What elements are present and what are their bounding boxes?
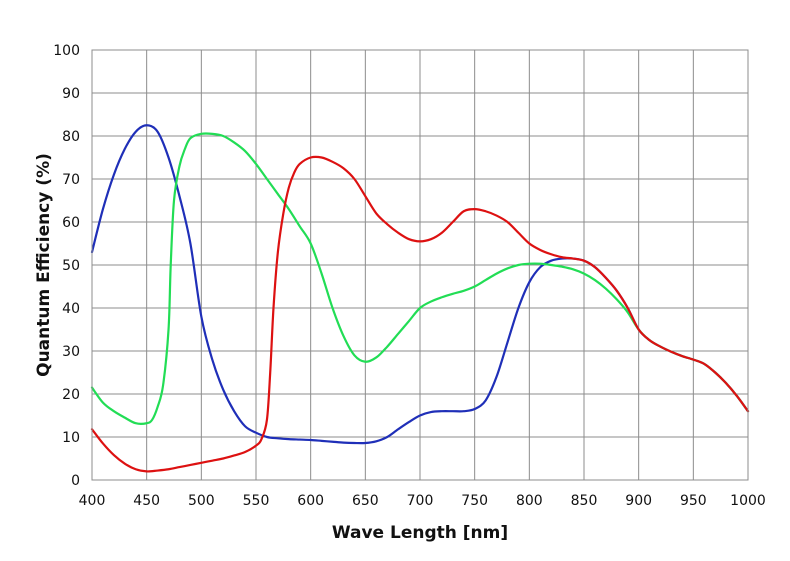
y-tick-labels: 0 10 20 30 40 50 60 70 80 90 100 bbox=[53, 43, 80, 489]
x-axis-title: Wave Length [nm] bbox=[332, 523, 508, 543]
y-tick-label: 70 bbox=[62, 172, 80, 188]
y-tick-label: 60 bbox=[62, 215, 80, 231]
x-tick-label: 700 bbox=[407, 493, 434, 509]
x-tick-label: 800 bbox=[516, 493, 543, 509]
y-tick-label: 50 bbox=[62, 258, 80, 274]
x-tick-label: 750 bbox=[461, 493, 488, 509]
y-tick-label: 100 bbox=[53, 43, 80, 59]
x-tick-label: 650 bbox=[352, 493, 379, 509]
x-tick-label: 950 bbox=[680, 493, 707, 509]
y-tick-label: 30 bbox=[62, 344, 80, 360]
x-tick-label: 550 bbox=[243, 493, 270, 509]
x-tick-label: 900 bbox=[625, 493, 652, 509]
y-tick-label: 20 bbox=[62, 387, 80, 403]
x-tick-label: 1000 bbox=[730, 493, 766, 509]
series-lines bbox=[90, 124, 750, 473]
y-tick-label: 10 bbox=[62, 430, 80, 446]
plot-frame bbox=[91, 49, 749, 481]
y-tick-label: 40 bbox=[62, 301, 80, 317]
y-tick-label: 0 bbox=[71, 473, 80, 489]
y-tick-label: 80 bbox=[62, 129, 80, 145]
x-tick-label: 400 bbox=[79, 493, 106, 509]
y-axis-title: Quantum Efficiency (%) bbox=[34, 153, 54, 377]
x-tick-label: 450 bbox=[133, 493, 160, 509]
series-line-1 bbox=[90, 132, 750, 425]
x-tick-label: 600 bbox=[297, 493, 324, 509]
x-tick-label: 850 bbox=[571, 493, 598, 509]
y-tick-label: 90 bbox=[62, 86, 80, 102]
x-tick-label: 500 bbox=[188, 493, 215, 509]
series-line-2 bbox=[90, 155, 750, 473]
x-tick-labels: 400 450 500 550 600 650 700 750 800 850 900 950 1000 bbox=[79, 493, 766, 509]
